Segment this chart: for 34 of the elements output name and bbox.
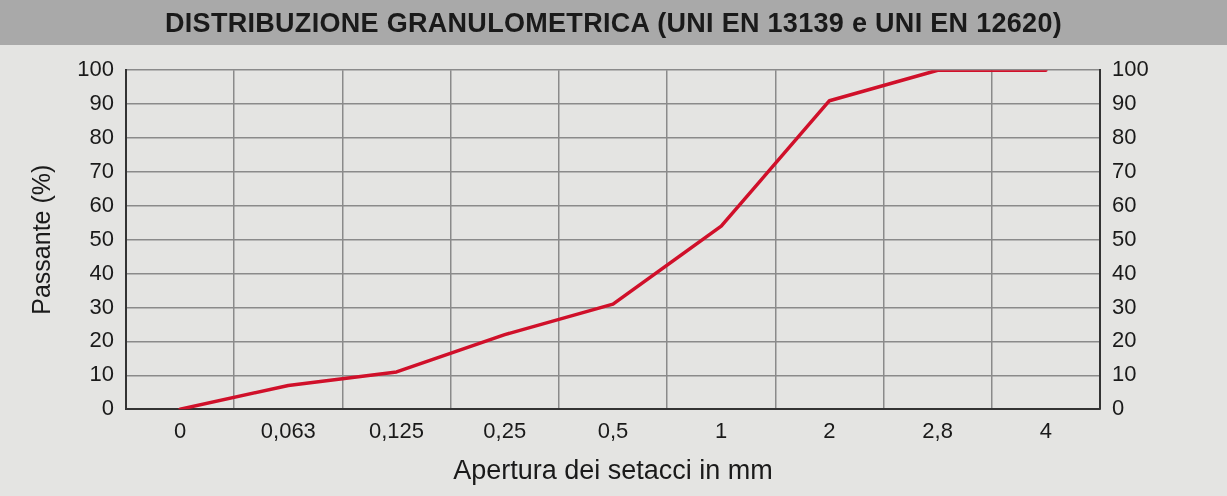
y2-tick-label: 70 xyxy=(1112,157,1137,183)
x-tick-label: 4 xyxy=(1039,418,1053,444)
y2-tick-label: 30 xyxy=(1112,293,1137,319)
y-tick-label: 50 xyxy=(89,225,114,251)
y2-tick-label: 20 xyxy=(1112,327,1137,353)
chart-title: DISTRIBUZIONE GRANULOMETRICA (UNI EN 13139 e UNI EN 12620) xyxy=(0,0,1227,45)
x-tick-label: 1 xyxy=(715,418,728,444)
y2-tick-label: 10 xyxy=(1112,361,1137,387)
y-tick-label: 60 xyxy=(89,191,114,217)
y-tick-label: 90 xyxy=(89,90,114,116)
y-tick-label: 20 xyxy=(89,327,114,353)
y-tick-label: 30 xyxy=(89,293,114,319)
x-tick-label: 0,063 xyxy=(260,418,316,444)
y-tick-label: 40 xyxy=(89,259,114,285)
y-axis-title: Passante (%) xyxy=(26,164,55,315)
x-tick-label: 0,25 xyxy=(483,418,527,444)
y-tick-label: 0 xyxy=(101,395,114,421)
y2-tick-label: 80 xyxy=(1112,124,1137,150)
y-tick-label: 80 xyxy=(89,124,114,150)
x-tick-label: 0,125 xyxy=(369,418,425,444)
x-tick-label: 2,8 xyxy=(922,418,953,444)
y-tick-label: 10 xyxy=(89,361,114,387)
x-tick-label: 2 xyxy=(823,418,836,444)
y2-tick-label: 40 xyxy=(1112,259,1137,285)
y-tick-label: 100 xyxy=(77,56,114,82)
x-tick-label: 0 xyxy=(173,418,187,444)
y2-tick-label: 90 xyxy=(1112,90,1137,116)
y-tick-label: 70 xyxy=(89,157,114,183)
y2-tick-label: 100 xyxy=(1112,56,1149,82)
x-axis-title: Apertura dei setacci in mm xyxy=(453,455,773,486)
y2-tick-label: 0 xyxy=(1112,395,1125,421)
x-tick-label: 0,5 xyxy=(597,418,629,444)
y2-tick-label: 60 xyxy=(1112,191,1137,217)
y2-tick-label: 50 xyxy=(1112,225,1137,251)
